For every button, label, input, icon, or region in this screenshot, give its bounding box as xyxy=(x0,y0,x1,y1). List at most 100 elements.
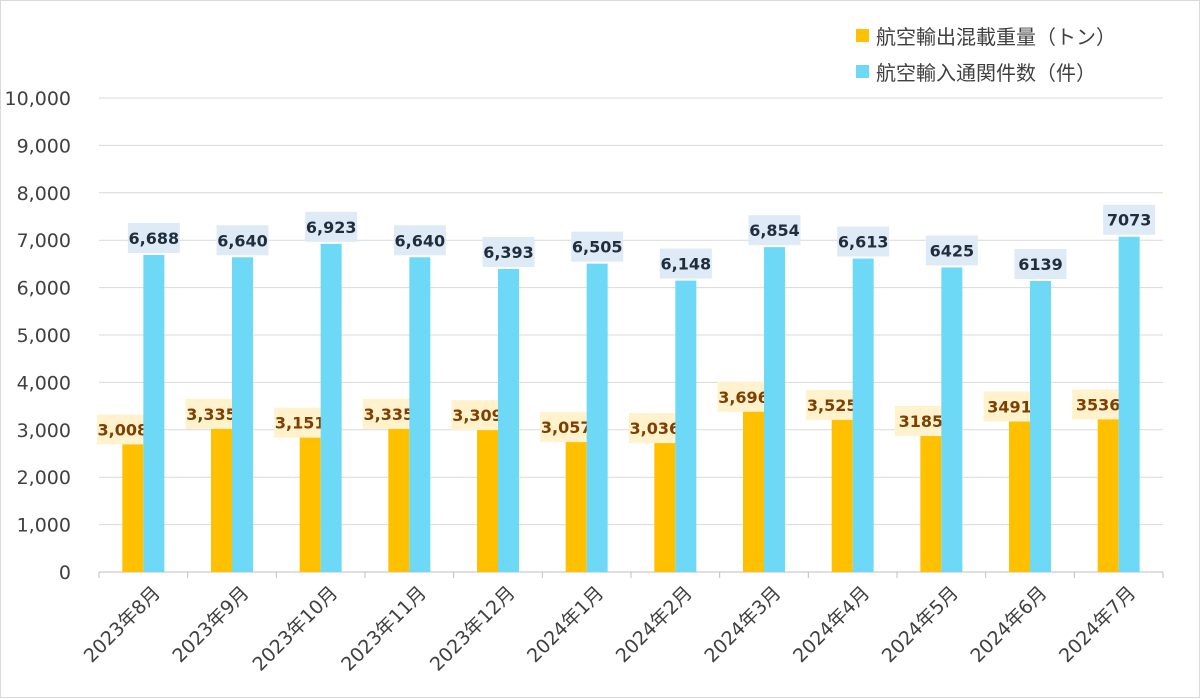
bar-import-clearance xyxy=(675,280,697,572)
bar-export-weight xyxy=(654,428,676,572)
y-tick-label: 1,000 xyxy=(17,515,71,537)
data-label-export-weight: 3,309 xyxy=(452,406,503,425)
data-label-import-clearance: 6,854 xyxy=(749,221,800,240)
bar-import-clearance xyxy=(409,257,431,572)
data-label-box xyxy=(96,414,149,445)
data-label-box xyxy=(305,211,358,242)
y-tick-label: 3,000 xyxy=(17,420,71,442)
data-label-import-clearance: 6,148 xyxy=(661,255,712,274)
bar-export-weight xyxy=(477,415,498,572)
bar-import-clearance xyxy=(586,263,608,572)
data-label-box xyxy=(216,225,269,256)
bar-import-clearance xyxy=(764,247,785,572)
data-label-import-clearance: 6,393 xyxy=(483,243,534,262)
data-label-export-weight: 3,696 xyxy=(718,388,769,407)
bar-import-clearance xyxy=(143,254,165,572)
legend-label-export-weight: 航空輸出混載重量（トン） xyxy=(876,24,1116,49)
legend-swatch-import-clearance xyxy=(856,64,869,78)
y-tick-label: 0 xyxy=(59,562,71,584)
x-category-label: 2024年4月 xyxy=(789,582,874,667)
data-label-import-clearance: 7073 xyxy=(1107,211,1152,230)
x-category-label: 2023年8月 xyxy=(80,582,165,667)
data-label-box xyxy=(1014,249,1067,280)
data-label-box xyxy=(540,412,593,443)
x-category-label: 2024年1月 xyxy=(523,582,608,667)
bar-import-clearance xyxy=(941,267,963,572)
data-label-export-weight: 3,525 xyxy=(807,396,858,415)
data-label-import-clearance: 6,923 xyxy=(306,218,357,237)
data-label-box xyxy=(717,381,770,412)
legend-label-import-clearance: 航空輸入通関件数（件） xyxy=(876,60,1096,85)
bar-export-weight xyxy=(831,404,853,572)
bar-export-weight xyxy=(565,427,587,572)
legend-item-export-weight: 航空輸出混載重量（トン） xyxy=(856,17,1116,53)
bar-export-weight xyxy=(122,429,144,572)
data-label-box xyxy=(274,407,327,438)
data-label-import-clearance: 6,505 xyxy=(572,238,623,257)
data-label-box xyxy=(748,215,801,246)
bar-import-clearance xyxy=(320,243,342,572)
data-label-export-weight: 3,335 xyxy=(186,405,237,424)
x-category-label: 2023年9月 xyxy=(168,582,253,667)
data-label-box xyxy=(127,222,180,253)
x-category-label: 2023年12月 xyxy=(426,582,520,676)
bar-export-weight xyxy=(1009,406,1030,572)
data-label-box xyxy=(393,225,446,256)
data-label-box xyxy=(362,398,415,429)
data-label-import-clearance: 6,688 xyxy=(129,229,180,248)
bar-import-clearance xyxy=(232,257,253,572)
bar-import-clearance xyxy=(1118,236,1140,572)
data-label-box xyxy=(1072,389,1125,420)
data-label-import-clearance: 6,640 xyxy=(395,231,446,250)
bar-export-weight xyxy=(1097,404,1119,572)
bar-export-weight xyxy=(920,421,942,572)
bar-import-clearance xyxy=(498,268,519,572)
data-label-box xyxy=(1103,204,1156,235)
y-tick-label: 7,000 xyxy=(17,230,71,252)
data-label-box xyxy=(185,398,238,429)
data-label-export-weight: 3,151 xyxy=(275,414,326,433)
bar-export-weight xyxy=(211,413,232,572)
bar-export-weight xyxy=(743,396,764,572)
data-label-import-clearance: 6425 xyxy=(930,241,975,260)
y-tick-label: 10,000 xyxy=(5,88,71,110)
y-tick-label: 5,000 xyxy=(17,325,71,347)
data-label-export-weight: 3185 xyxy=(899,412,944,431)
data-label-import-clearance: 6,613 xyxy=(838,233,889,252)
x-category-label: 2024年7月 xyxy=(1055,582,1140,667)
x-category-label: 2023年11月 xyxy=(337,582,431,676)
y-tick-label: 9,000 xyxy=(17,135,71,157)
x-category-label: 2024年3月 xyxy=(700,582,785,667)
data-label-export-weight: 3491 xyxy=(987,398,1032,417)
data-label-box xyxy=(806,389,859,420)
data-label-box xyxy=(659,248,712,279)
y-tick-label: 8,000 xyxy=(17,183,71,205)
data-label-export-weight: 3,008 xyxy=(98,420,149,439)
data-label-box xyxy=(482,236,535,267)
data-label-export-weight: 3,036 xyxy=(630,419,681,438)
x-category-label: 2024年5月 xyxy=(878,582,963,667)
data-label-export-weight: 3536 xyxy=(1076,395,1121,414)
data-label-box xyxy=(837,226,890,257)
y-tick-label: 6,000 xyxy=(17,278,71,300)
data-label-box xyxy=(983,391,1036,422)
legend-swatch-export-weight xyxy=(856,28,869,42)
legend: 航空輸出混載重量（トン） 航空輸入通関件数（件） xyxy=(856,17,1116,89)
bar-import-clearance xyxy=(1030,281,1051,572)
data-label-box xyxy=(628,413,681,444)
data-label-import-clearance: 6,640 xyxy=(217,231,268,250)
bar-export-weight xyxy=(388,413,410,572)
x-category-label: 2024年6月 xyxy=(966,582,1051,667)
bar-export-weight xyxy=(299,422,321,572)
y-tick-label: 4,000 xyxy=(17,372,71,394)
data-label-export-weight: 3,057 xyxy=(541,418,592,437)
y-tick-label: 2,000 xyxy=(17,467,71,489)
data-label-import-clearance: 6139 xyxy=(1018,255,1063,274)
data-label-box xyxy=(925,235,978,266)
data-label-box xyxy=(894,406,947,437)
data-label-box xyxy=(571,231,624,262)
x-category-label: 2023年10月 xyxy=(248,582,342,676)
data-label-box xyxy=(451,400,504,431)
